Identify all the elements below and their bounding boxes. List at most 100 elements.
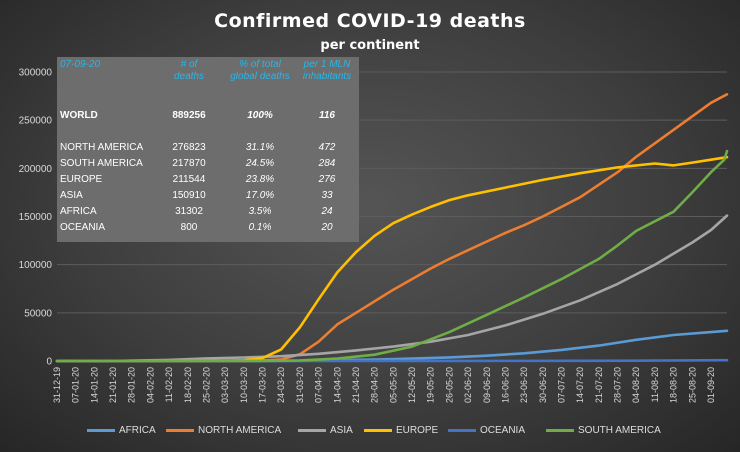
chart-title: Confirmed COVID-19 deaths: [214, 10, 526, 32]
x-tick-label: 19-05-20: [426, 367, 436, 403]
x-tick-label: 16-06-20: [500, 367, 510, 403]
row-world-pct: 100%: [247, 110, 273, 121]
x-tick-label: 21-04-20: [351, 367, 361, 403]
x-tick-label: 21-07-20: [594, 367, 604, 403]
row-name: SOUTH AMERICA: [60, 158, 143, 169]
legend-item-south-america: SOUTH AMERICA: [546, 425, 661, 436]
legend-swatch: [166, 429, 194, 432]
legend-swatch: [87, 429, 115, 432]
y-tick-label: 100000: [19, 260, 53, 271]
y-tick-label: 300000: [19, 68, 53, 79]
row-name: OCEANIA: [60, 222, 106, 233]
header-deaths-line2: deaths: [173, 71, 205, 82]
series-line-asia: [55, 214, 729, 363]
legend: AFRICA NORTH AMERICA ASIA EUROPE OCEANIA…: [0, 425, 740, 443]
x-tick-label: 05-05-20: [388, 367, 398, 403]
x-tick-label: 12-05-20: [407, 367, 417, 403]
x-tick-label: 04-02-20: [145, 367, 155, 403]
row-permln: 472: [318, 142, 336, 153]
x-tick-label: 02-06-20: [463, 367, 473, 403]
legend-item-europe: EUROPE: [364, 425, 438, 436]
chart-subtitle: per continent: [320, 38, 420, 53]
row-permln: 276: [318, 174, 336, 185]
x-tick-label: 17-03-20: [258, 367, 268, 403]
x-tick-label: 24-03-20: [276, 367, 286, 403]
x-tick-label: 07-07-20: [557, 367, 567, 403]
header-permln-line2: inhabitants: [302, 71, 352, 82]
row-deaths: 800: [180, 222, 198, 233]
y-tick-label: 250000: [19, 116, 53, 127]
x-tick-label: 28-07-20: [613, 367, 623, 403]
row-deaths: 217870: [172, 158, 206, 169]
x-tick-label: 25-02-20: [201, 367, 211, 403]
x-tick-label: 25-08-20: [687, 367, 697, 403]
row-pct: 3.5%: [248, 206, 272, 217]
x-tick-label: 28-01-20: [127, 367, 137, 403]
legend-swatch: [298, 429, 326, 432]
x-tick-label: 14-01-20: [89, 367, 99, 403]
legend-item-asia: ASIA: [298, 425, 353, 436]
row-world-permln: 116: [319, 110, 335, 121]
row-deaths: 150910: [172, 190, 206, 201]
legend-label: OCEANIA: [480, 425, 526, 436]
row-deaths: 31302: [175, 206, 203, 217]
x-tick-label: 23-06-20: [519, 367, 529, 403]
x-tick-label: 18-08-20: [669, 367, 679, 403]
legend-label: ASIA: [330, 425, 353, 436]
x-tick-label: 03-03-20: [220, 367, 230, 403]
row-name: ASIA: [60, 190, 83, 201]
x-tick-label: 07-01-20: [71, 367, 81, 403]
row-pct: 0.1%: [248, 222, 272, 233]
x-tick-label: 10-03-20: [239, 367, 249, 403]
header-permln-line1: per 1 MLN: [303, 59, 351, 70]
row-world-name: WORLD: [60, 110, 98, 121]
x-tick-label: 30-06-20: [538, 367, 548, 403]
row-permln: 20: [321, 222, 333, 233]
series-line-north-america: [55, 93, 729, 363]
row-name: NORTH AMERICA: [60, 142, 144, 153]
x-tick-label: 01-09-20: [706, 367, 716, 403]
x-tick-label: 18-02-20: [183, 367, 193, 403]
header-pct-line1: % of total: [239, 59, 281, 70]
legend-item-africa: AFRICA: [87, 425, 156, 436]
x-tick-label: 11-02-20: [164, 367, 174, 402]
series-line-europe: [55, 155, 729, 363]
x-tick-label: 26-05-20: [444, 367, 454, 403]
row-pct: 23.8%: [245, 174, 275, 185]
y-tick-label: 150000: [19, 212, 53, 223]
legend-swatch: [448, 429, 476, 432]
y-tick-label: 200000: [19, 164, 53, 175]
legend-label: EUROPE: [396, 425, 439, 436]
legend-item-oceania: OCEANIA: [448, 425, 525, 436]
header-pct-line2: global deaths: [230, 71, 290, 82]
x-tick-label: 28-04-20: [370, 367, 380, 403]
legend-swatch: [546, 429, 574, 432]
x-tick-label: 14-04-20: [332, 367, 342, 403]
row-deaths: 276823: [172, 142, 206, 153]
legend-item-north-america: NORTH AMERICA: [166, 425, 281, 436]
row-name: EUROPE: [60, 174, 103, 185]
y-tick-label: 50000: [24, 308, 52, 319]
row-world-deaths: 889256: [172, 110, 206, 121]
row-permln: 284: [318, 158, 336, 169]
x-tick-label: 09-06-20: [482, 367, 492, 403]
x-tick-label: 07-04-20: [314, 367, 324, 403]
row-name: AFRICA: [60, 206, 97, 217]
row-permln: 24: [321, 206, 333, 217]
table-date: 07-09-20: [60, 59, 101, 70]
x-tick-label: 21-01-20: [108, 367, 118, 403]
legend-label: NORTH AMERICA: [198, 425, 282, 436]
legend-swatch: [364, 429, 392, 432]
legend-label: SOUTH AMERICA: [578, 425, 661, 436]
row-pct: 31.1%: [245, 142, 275, 153]
row-pct: 17.0%: [245, 190, 275, 201]
row-pct: 24.5%: [245, 158, 275, 169]
x-tick-label: 04-08-20: [631, 367, 641, 403]
series-line-south-america: [55, 149, 729, 363]
x-tick-label: 31-12-19: [52, 367, 62, 403]
header-deaths-line1: # of: [180, 59, 198, 70]
row-deaths: 211544: [172, 174, 206, 185]
x-tick-label: 11-08-20: [650, 367, 660, 402]
